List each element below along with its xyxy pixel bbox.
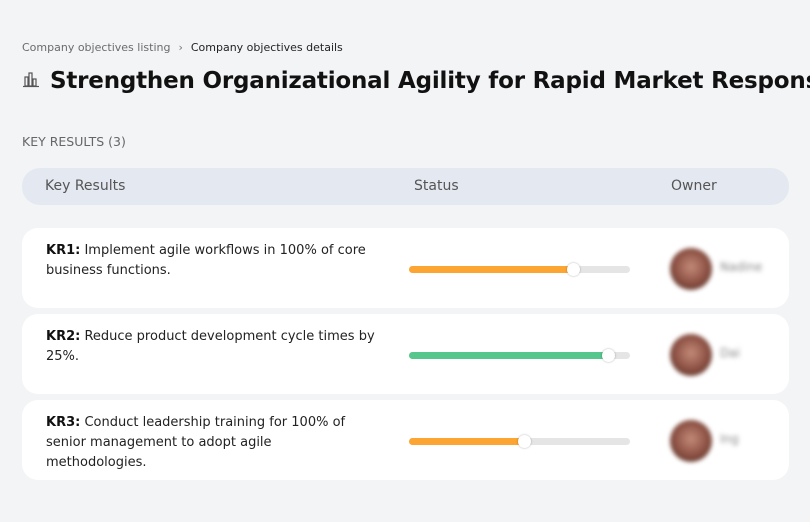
progress-fill [409, 352, 608, 359]
owner-name: Dai [720, 346, 740, 360]
key-result-text: KR2: Reduce product development cycle ti… [46, 327, 376, 367]
header-status: Status [414, 178, 459, 194]
status-progress-bar [409, 435, 630, 448]
breadcrumb-parent-link[interactable]: Company objectives listing [22, 41, 171, 54]
status-progress-bar [409, 263, 630, 276]
progress-knob [517, 435, 531, 448]
owner-name: Nadine [720, 260, 763, 274]
owner-name: Ing [720, 432, 739, 446]
key-result-id: KR1: [46, 243, 81, 258]
page-title: Strengthen Organizational Agility for Ra… [22, 68, 810, 94]
objective-title: Strengthen Organizational Agility for Ra… [50, 68, 810, 94]
progress-knob [566, 263, 580, 276]
key-result-row[interactable]: KR3: Conduct leadership training for 100… [22, 400, 789, 480]
status-progress-bar [409, 349, 630, 362]
key-result-description: Reduce product development cycle times b… [46, 329, 375, 364]
key-results-count: KEY RESULTS (3) [22, 134, 126, 149]
key-result-text: KR1: Implement agile workflows in 100% o… [46, 241, 376, 281]
key-result-text: KR3: Conduct leadership training for 100… [46, 413, 376, 473]
progress-knob [601, 349, 615, 362]
key-result-row[interactable]: KR1: Implement agile workflows in 100% o… [22, 228, 789, 308]
avatar [670, 420, 712, 462]
avatar [670, 334, 712, 376]
breadcrumb: Company objectives listing › Company obj… [22, 41, 343, 54]
header-key-results: Key Results [45, 178, 126, 194]
key-result-id: KR3: [46, 415, 81, 430]
header-owner: Owner [671, 178, 717, 194]
progress-fill [409, 266, 573, 273]
key-result-row[interactable]: KR2: Reduce product development cycle ti… [22, 314, 789, 394]
progress-fill [409, 438, 524, 445]
building-chart-icon [22, 70, 40, 92]
chevron-right-icon: › [178, 41, 183, 54]
key-result-description: Implement agile workflows in 100% of cor… [46, 243, 366, 278]
key-result-description: Conduct leadership training for 100% of … [46, 415, 346, 470]
key-result-id: KR2: [46, 329, 81, 344]
breadcrumb-current: Company objectives details [190, 41, 343, 54]
avatar [670, 248, 712, 290]
table-header: Key Results Status Owner [22, 168, 789, 205]
